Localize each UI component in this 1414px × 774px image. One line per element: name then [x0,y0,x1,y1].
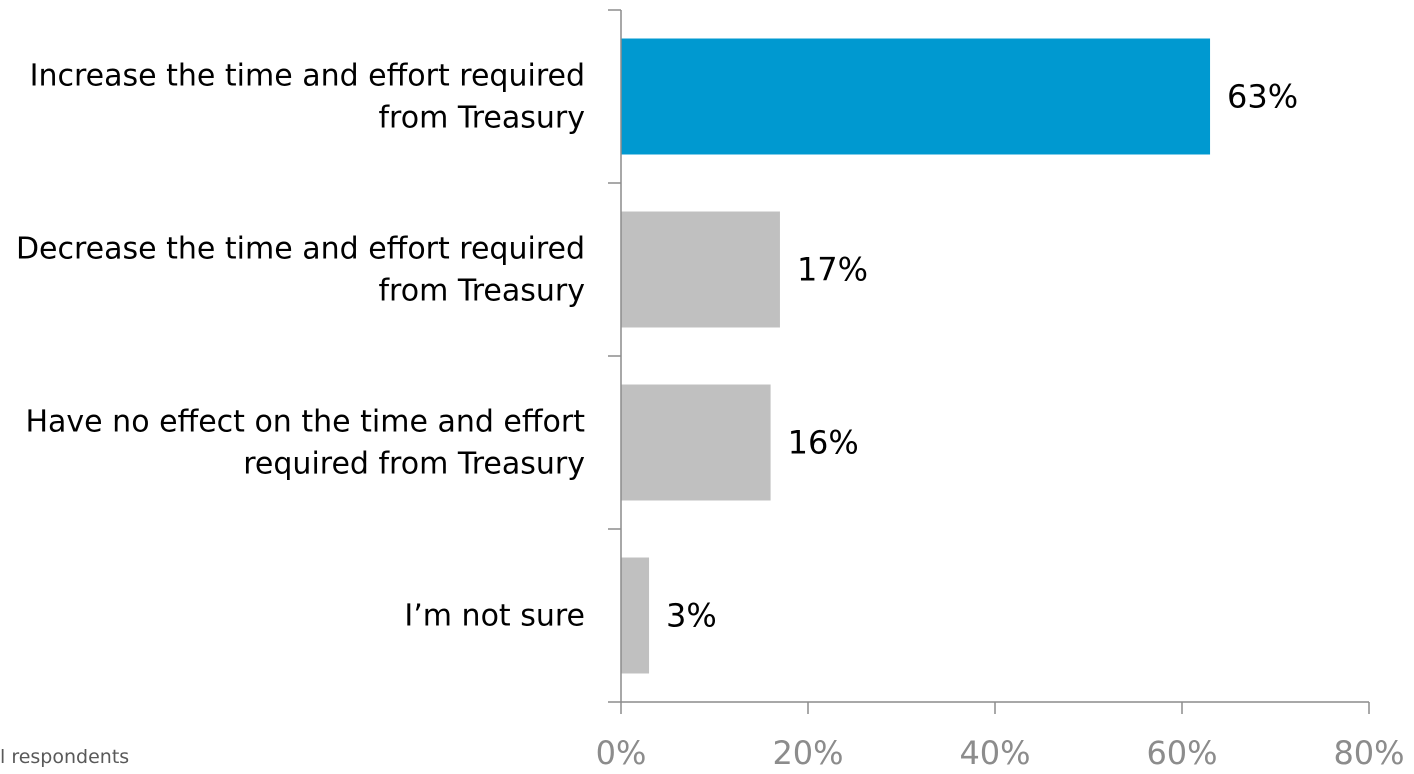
labels-group: 63% Increase the time and effort required… [16,59,1405,773]
category-label-line: Decrease the time and effort required [16,232,585,267]
category-label-line: Increase the time and effort required [30,59,585,94]
x-tick-label-80: 80% [1333,734,1404,772]
category-label-2: Decrease the time and effort required fro… [16,232,585,309]
bar-2 [621,211,780,328]
data-label-3: 16% [788,424,859,462]
bar-3 [621,384,771,501]
x-tick-label-20: 20% [772,734,843,772]
category-label-line: required from Treasury [243,447,585,482]
x-tick-label-40: 40% [959,734,1030,772]
category-label-4: I’m not sure [404,599,585,634]
category-label-line: I’m not sure [404,599,585,634]
data-label-4: 3% [666,597,717,635]
footnote: l respondents [0,746,130,768]
category-label-3: Have no effect on the time and effort req… [25,405,585,482]
bars-group [621,38,1211,674]
x-tick-label-0: 0% [596,734,647,772]
bar-1 [621,38,1211,155]
category-label-line: Have no effect on the time and effort [25,405,585,440]
category-label-line: from Treasury [378,274,585,309]
x-tick-label-60: 60% [1146,734,1217,772]
data-label-1: 63% [1227,78,1298,116]
category-label-line: from Treasury [378,101,585,136]
axes-group [608,9,1370,714]
category-label-1: Increase the time and effort required fro… [30,59,585,136]
bar-4 [621,557,650,674]
data-label-2: 17% [797,251,868,289]
